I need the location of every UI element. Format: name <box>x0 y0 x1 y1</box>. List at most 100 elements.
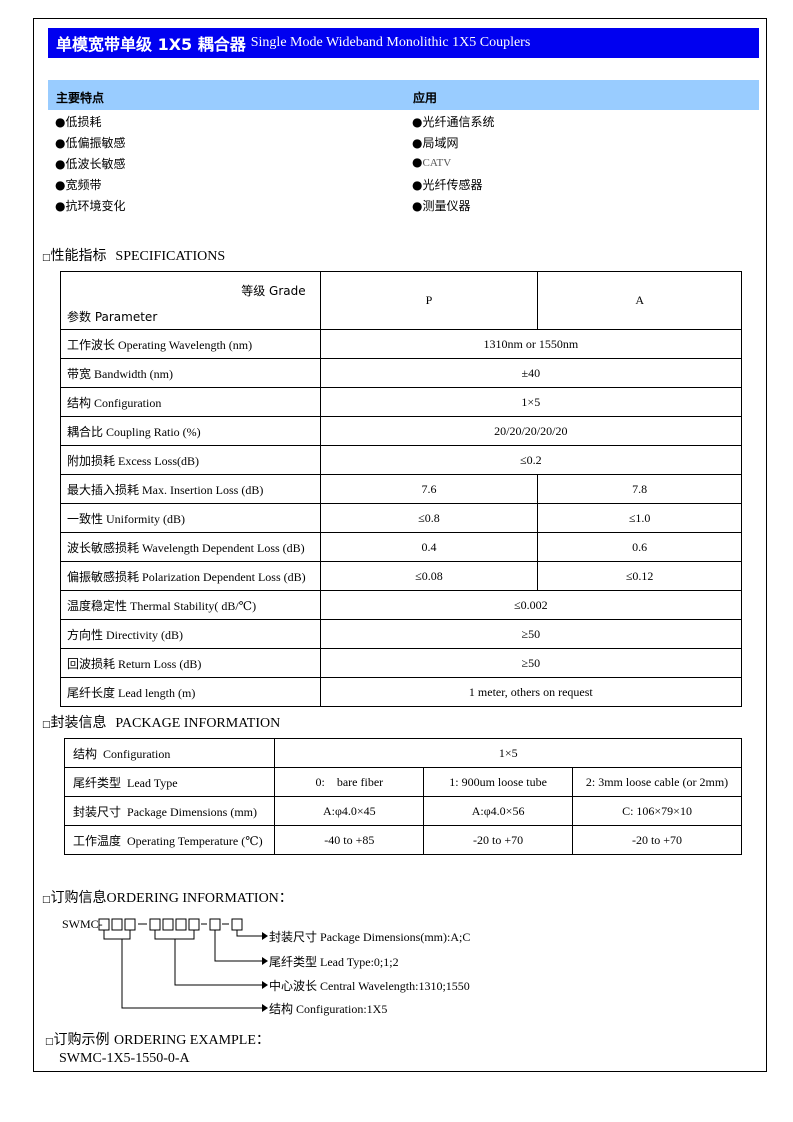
ordering-label: 尾纤类型 Lead Type:0;1;2 <box>269 955 399 969</box>
package-value: -20 to +70 <box>423 825 574 855</box>
package-row: 尾纤类型 Lead Type 0: bare fiber 1: 900um loos… <box>63 767 742 797</box>
package-value: 0: bare fiber <box>274 767 425 797</box>
package-param: 工作温度 Operating Temperature (℃) <box>63 825 276 855</box>
title-cn: 单模宽带单级 1X5 耦合器 <box>56 35 246 54</box>
specs-table: 等级 Grade 参数 Parameter P A 工作波长 Operating… <box>60 271 743 707</box>
spec-row: 结构 Configuration 1×5 <box>60 387 743 417</box>
spec-param: 带宽 Bandwidth (nm) <box>60 358 321 388</box>
code-box <box>98 918 110 931</box>
package-value: A:φ4.0×45 <box>274 796 425 826</box>
spec-param: 工作波长 Operating Wavelength (nm) <box>60 329 321 359</box>
spec-row: 耦合比 Coupling Ratio (%) 20/20/20/20/20 <box>60 416 743 446</box>
checkbox-icon: □ <box>45 1037 54 1047</box>
spec-value: 0.6 <box>537 532 742 562</box>
bullet-icon: ● <box>55 199 66 213</box>
checkbox-icon: □ <box>42 253 51 263</box>
bullet-icon: ● <box>55 136 66 150</box>
package-value: -40 to +85 <box>274 825 425 855</box>
applications-heading: 应用 <box>413 91 438 105</box>
example-code: SWMC-1X5-1550-0-A <box>59 1051 190 1066</box>
application-item: ●光纤传感器 <box>412 178 483 192</box>
specs-header-row: 等级 Grade 参数 Parameter P A <box>60 271 742 330</box>
arrow-config <box>121 939 262 1009</box>
grade-a: A <box>537 271 742 330</box>
arrow-package <box>236 930 262 937</box>
spec-value: ≤0.8 <box>319 503 539 533</box>
package-value: -20 to +70 <box>572 825 742 855</box>
code-box <box>175 918 187 931</box>
application-item: ●光纤通信系统 <box>412 115 495 129</box>
code-box <box>231 918 243 931</box>
specs-heading: □性能指标 SPECIFICATIONS <box>42 248 226 264</box>
feature-item: ●宽频带 <box>55 178 102 192</box>
spec-row: 最大插入损耗 Max. Insertion Loss (dB) 7.6 7.8 <box>60 474 742 504</box>
feature-item: ●低偏振敏感 <box>55 136 126 150</box>
code-box <box>209 918 221 931</box>
spec-row: 偏振敏感损耗 Polarization Dependent Loss (dB) ≤… <box>60 561 742 591</box>
feature-item: ●抗环境变化 <box>55 199 126 213</box>
bullet-icon: ● <box>412 199 423 213</box>
ordering-label: 结构 Configuration:1X5 <box>269 1002 388 1016</box>
grade-param-cell: 等级 Grade 参数 Parameter <box>60 271 321 330</box>
bullet-icon: ● <box>55 157 66 171</box>
application-item: ●CATV <box>412 155 452 169</box>
package-table: 结构 Configuration 1×5 尾纤类型 Lead Type 0: bare… <box>63 738 742 855</box>
example-heading: □订购示例 ORDERING EXAMPLE： <box>45 1032 270 1048</box>
spec-value: 1 meter, others on request <box>319 677 743 707</box>
application-item: ●局域网 <box>412 136 459 150</box>
spec-row: 回波损耗 Return Loss (dB) ≥50 <box>60 648 743 678</box>
code-box <box>124 918 136 931</box>
spec-param: 方向性 Directivity (dB) <box>60 619 321 649</box>
spec-value: ≤0.12 <box>537 561 742 591</box>
features-heading: 主要特点 <box>56 91 105 105</box>
title-banner: 单模宽带单级 1X5 耦合器 Single Mode Wideband Mono… <box>48 28 759 58</box>
arrow-lead <box>214 930 262 962</box>
title-en: Single Mode Wideband Monolithic 1X5 Coup… <box>250 35 531 50</box>
checkbox-icon: □ <box>42 720 51 730</box>
spec-param: 回波损耗 Return Loss (dB) <box>60 648 321 678</box>
bullet-icon: ● <box>55 178 66 192</box>
feature-item: ●低损耗 <box>55 115 102 129</box>
package-row: 工作温度 Operating Temperature (℃) -40 to +85… <box>63 825 742 855</box>
package-value: 1: 900um loose tube <box>423 767 574 797</box>
bullet-icon: ● <box>412 115 423 129</box>
ordering-prefix: SWMC- <box>62 917 103 931</box>
spec-value: ≤0.002 <box>319 590 743 620</box>
bullet-icon: ● <box>55 115 66 129</box>
checkbox-icon: □ <box>42 895 51 905</box>
arrow-wavelength <box>174 939 262 986</box>
spec-param: 偏振敏感损耗 Polarization Dependent Loss (dB) <box>60 561 321 591</box>
spec-row: 工作波长 Operating Wavelength (nm) 1310nm or … <box>60 329 743 359</box>
spec-row: 方向性 Directivity (dB) ≥50 <box>60 619 743 649</box>
package-value: 2: 3mm loose cable (or 2mm) <box>572 767 742 797</box>
application-item: ●测量仪器 <box>412 199 471 213</box>
code-box <box>111 918 123 931</box>
code-box <box>162 918 174 931</box>
spec-value: ≥50 <box>319 619 743 649</box>
spec-row: 尾纤长度 Lead length (m) 1 meter, others on r… <box>60 677 743 707</box>
package-row: 封装尺寸 Package Dimensions (mm) A:φ4.0×45 A:φ… <box>63 796 742 826</box>
package-param: 尾纤类型 Lead Type <box>63 767 276 797</box>
page-frame <box>33 18 767 1072</box>
spec-param: 附加损耗 Excess Loss(dB) <box>60 445 321 475</box>
spec-param: 尾纤长度 Lead length (m) <box>60 677 321 707</box>
bullet-icon: ● <box>412 155 423 169</box>
package-heading: □封装信息 PACKAGE INFORMATION <box>42 715 281 731</box>
spec-param: 最大插入损耗 Max. Insertion Loss (dB) <box>60 474 321 504</box>
bullet-icon: ● <box>412 136 423 150</box>
package-value: A:φ4.0×56 <box>423 796 574 826</box>
grade-p: P <box>319 271 539 330</box>
ordering-label: 封装尺寸 Package Dimensions(mm):A;C <box>269 930 471 944</box>
bullet-icon: ● <box>412 178 423 192</box>
spec-value: ≤0.2 <box>319 445 743 475</box>
ordering-label: 中心波长 Central Wavelength:1310;1550 <box>269 979 470 993</box>
code-box <box>149 918 161 931</box>
spec-row: 温度稳定性 Thermal Stability( dB/℃) ≤0.002 <box>60 590 743 620</box>
spec-row: 附加损耗 Excess Loss(dB) ≤0.2 <box>60 445 743 475</box>
spec-value: ≤1.0 <box>537 503 742 533</box>
features-header-bar: 主要特点 应用 <box>48 80 759 110</box>
ordering-heading: □订购信息ORDERING INFORMATION： <box>42 890 293 906</box>
feature-item: ●低波长敏感 <box>55 157 126 171</box>
